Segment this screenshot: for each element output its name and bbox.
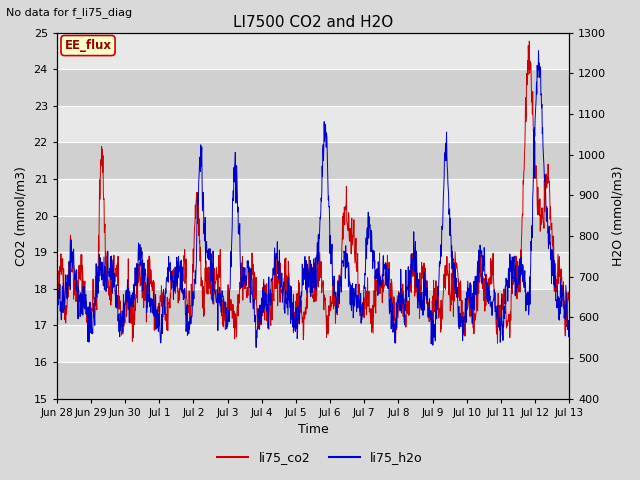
Text: EE_flux: EE_flux <box>65 39 111 52</box>
Bar <box>57 106 570 143</box>
Text: No data for f_li75_diag: No data for f_li75_diag <box>6 7 132 18</box>
Title: LI7500 CO2 and H2O: LI7500 CO2 and H2O <box>233 15 393 30</box>
Bar <box>57 143 570 179</box>
Bar <box>57 216 570 252</box>
Y-axis label: H2O (mmol/m3): H2O (mmol/m3) <box>612 165 625 266</box>
Bar <box>57 362 570 398</box>
Bar <box>57 252 570 289</box>
Y-axis label: CO2 (mmol/m3): CO2 (mmol/m3) <box>15 166 28 265</box>
Legend: li75_co2, li75_h2o: li75_co2, li75_h2o <box>212 446 428 469</box>
Bar <box>57 289 570 325</box>
Bar <box>57 179 570 216</box>
X-axis label: Time: Time <box>298 423 328 436</box>
Bar <box>57 33 570 69</box>
Bar <box>57 325 570 362</box>
Bar <box>57 69 570 106</box>
